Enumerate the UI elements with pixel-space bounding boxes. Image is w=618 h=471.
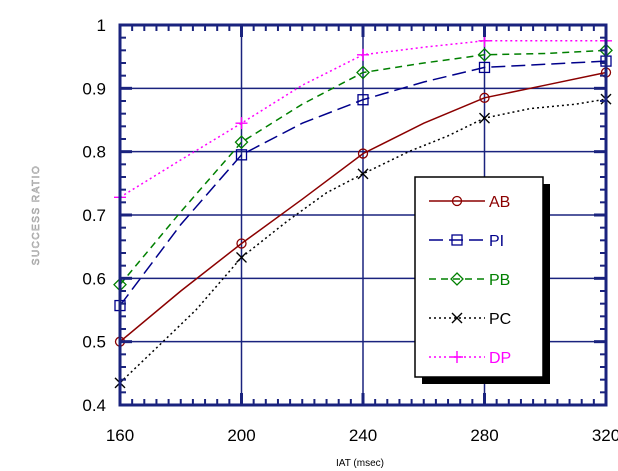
x-tick-label: 160	[106, 426, 134, 445]
legend-label-ab: AB	[489, 194, 510, 211]
series-line-pi	[119, 60, 607, 307]
legend-marker-dp	[451, 351, 463, 363]
data-point-pb	[234, 135, 249, 150]
legend-marker-pi	[451, 234, 463, 246]
data-point-pc	[236, 251, 247, 263]
x-tick-label: 240	[349, 426, 377, 445]
y-tick-label: 0.7	[82, 206, 106, 225]
y-tick-label: 0.5	[82, 333, 106, 352]
data-point-pi	[478, 61, 491, 74]
data-point-dp	[357, 48, 369, 61]
y-axis-title: SUCCESS RATIO	[31, 165, 42, 265]
legend-marker-pc	[451, 312, 463, 324]
data-point-ab	[357, 148, 369, 159]
x-axis-title: IAT (msec)	[336, 458, 384, 469]
y-tick-label: 0.4	[82, 396, 106, 415]
series-line-pb	[119, 49, 607, 286]
legend: AB PI PB PC DP	[414, 176, 550, 384]
data-point-ab	[479, 92, 490, 103]
plot-frame	[118, 23, 608, 407]
x-tick-label: 320	[592, 426, 618, 445]
data-point-ab	[236, 238, 247, 249]
legend-marker-pb	[450, 272, 464, 286]
legend-label-pi: PI	[489, 233, 504, 250]
x-tick-label: 200	[227, 426, 255, 445]
series-line-pc	[119, 98, 607, 384]
data-point-dp	[235, 117, 248, 130]
x-tick-label: 280	[470, 426, 498, 445]
data-point-pb	[477, 47, 492, 62]
legend-marker-ab	[451, 195, 463, 207]
grid	[120, 25, 606, 405]
data-point-pc	[479, 112, 490, 124]
series-line-ab	[119, 71, 607, 343]
y-tick-label: 0.9	[82, 79, 106, 98]
data-point-pc	[357, 168, 369, 180]
tick-labels: 160 200 240 280 320 0.4 0.5 0.6 0.7 0.8 0.9 1	[82, 16, 618, 445]
legend-label-pb: PB	[489, 272, 510, 289]
y-tick-label: 0.6	[82, 269, 106, 288]
y-tick-label: 0.8	[82, 143, 106, 162]
data-point-pb	[356, 65, 370, 80]
data-point-pi	[357, 94, 369, 106]
data-point-pi	[235, 149, 248, 161]
legend-label-pc: PC	[489, 311, 511, 328]
legend-label-dp: DP	[489, 350, 511, 367]
y-tick-label: 1	[97, 16, 106, 35]
legend-box	[414, 176, 544, 378]
plot-border	[118, 23, 608, 407]
